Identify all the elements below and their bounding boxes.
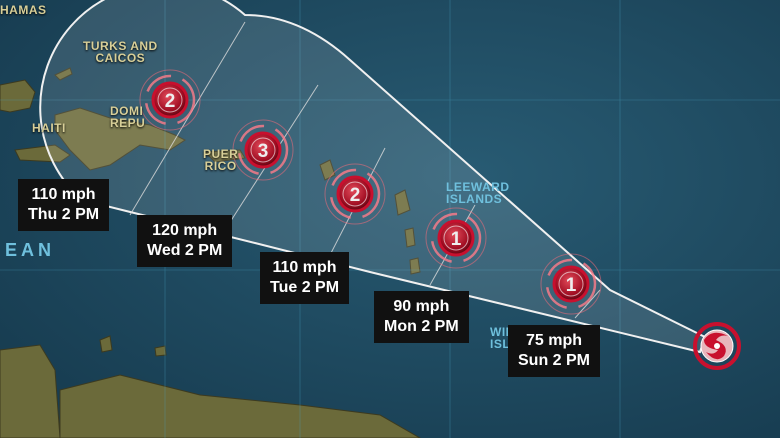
label-line: LEEWARD <box>446 180 510 194</box>
map-label-haiti: HAITI <box>32 121 66 135</box>
label-line: PUER <box>203 147 239 161</box>
storm-category: 3 <box>258 141 269 162</box>
forecast-time: Thu 2 PM <box>28 206 100 223</box>
label-line: ISL <box>490 337 511 351</box>
wind-speed: 110 mph <box>272 259 337 276</box>
hispaniola <box>54 107 186 171</box>
map-label-ocean: EAN <box>5 240 56 260</box>
forecast-time: Mon 2 PM <box>384 318 459 335</box>
map-label-leeward-islands: LEEWARD ISLANDS <box>446 181 510 205</box>
label-line: RICO <box>204 159 237 173</box>
storm-markers: 2 3 2 1 1 <box>139 69 741 370</box>
storm-marker-cat-1: 1 <box>425 207 487 269</box>
landmasses <box>0 67 422 438</box>
turks-island <box>54 67 73 81</box>
forecast-time: Wed 2 PM <box>147 242 223 259</box>
storm-marker-cat-3: 3 <box>232 119 294 181</box>
puerto-rico <box>203 149 246 163</box>
forecast-label-mon: 90 mph Mon 2 PM <box>374 291 469 343</box>
storm-category: 2 <box>350 185 361 206</box>
storm-category: 1 <box>451 229 462 250</box>
map-label-dominican-republic: DOMI REPU <box>110 105 145 129</box>
forecast-label-thu: 110 mph Thu 2 PM <box>18 179 110 231</box>
wind-speed: 120 mph <box>152 222 218 239</box>
forecast-label-tue: 110 mph Tue 2 PM <box>260 252 350 304</box>
storm-marker-cat-2: 2 <box>139 69 201 131</box>
label-line: REPU <box>110 116 146 130</box>
storm-category: 1 <box>566 275 577 296</box>
label-line: DOMI <box>110 104 144 118</box>
forecast-label-sun: 75 mph Sun 2 PM <box>508 325 601 377</box>
map-label-turks-caicos: TURKS AND CAICOS <box>83 40 158 64</box>
wind-speed: 75 mph <box>526 332 583 349</box>
wind-speed: 90 mph <box>393 298 450 315</box>
storm-marker-cat-1: 1 <box>540 253 602 315</box>
venezuela <box>59 374 422 438</box>
storm-marker-cat-2: 2 <box>324 163 386 225</box>
wind-speed: 110 mph <box>31 186 96 203</box>
haiti-peninsula <box>14 144 71 163</box>
forecast-time: Sun 2 PM <box>518 352 591 369</box>
storm-category: 2 <box>165 91 176 112</box>
cuba-land <box>0 79 36 113</box>
south-america-west <box>0 344 61 438</box>
label-line: TURKS AND <box>83 39 158 53</box>
forecast-time: Tue 2 PM <box>270 279 340 296</box>
map-label-bahamas: HAMAS <box>0 3 47 17</box>
current-position-hurricane-icon <box>693 322 741 370</box>
label-line: ISLANDS <box>446 192 503 206</box>
map-label-puerto-rico: PUER RICO <box>203 148 238 172</box>
label-line: CAICOS <box>95 51 146 65</box>
forecast-label-wed: 120 mph Wed 2 PM <box>137 215 233 267</box>
